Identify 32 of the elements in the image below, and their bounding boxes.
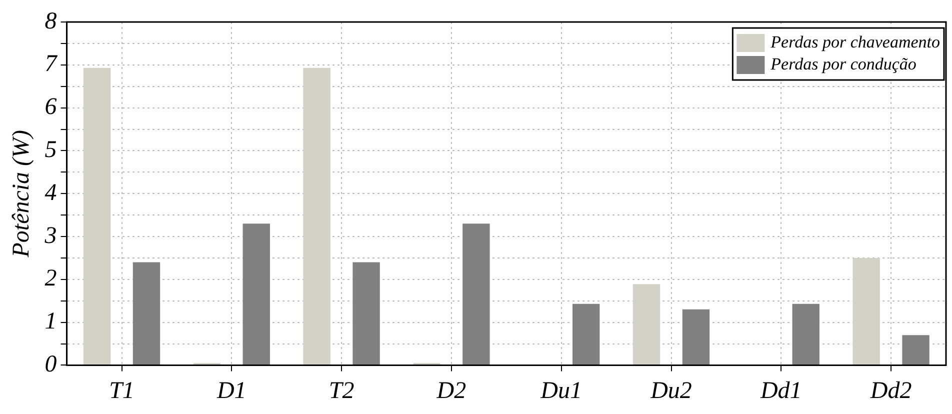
bar: [572, 304, 600, 365]
y-tick-label: 0: [44, 352, 57, 378]
y-tick-label: 2: [44, 266, 57, 292]
x-tick-label: D1: [216, 378, 246, 404]
bar: [792, 304, 820, 365]
bar: [132, 262, 160, 365]
x-tick-label: D2: [436, 378, 466, 404]
legend-label: Perdas por chaveamento: [770, 32, 940, 52]
legend-label: Perdas por condução: [770, 54, 916, 74]
x-tick-label: T2: [328, 378, 354, 404]
y-axis-title: Potência (W): [8, 130, 35, 258]
bar: [242, 224, 270, 365]
x-tick-label: Dd2: [869, 378, 912, 404]
x-tick-label: Du2: [650, 378, 692, 404]
bar: [352, 262, 380, 365]
bar: [632, 284, 660, 365]
y-tick-label: 5: [44, 137, 57, 164]
bar: [462, 224, 490, 365]
x-tick-label: Du1: [540, 378, 582, 404]
y-tick-label: 7: [44, 51, 58, 78]
y-tick-label: 6: [44, 94, 57, 120]
bar: [303, 68, 330, 365]
x-tick-label: Dd1: [759, 378, 802, 404]
bar: [852, 258, 880, 365]
y-tick-label: 3: [44, 222, 57, 249]
y-tick-label: 4: [44, 180, 57, 206]
y-tick-label: 8: [44, 8, 57, 34]
bar: [682, 309, 710, 365]
bar: [902, 335, 930, 365]
y-tick-label: 1: [44, 308, 57, 335]
x-tick-label: T1: [109, 378, 134, 404]
bar: [83, 68, 111, 365]
